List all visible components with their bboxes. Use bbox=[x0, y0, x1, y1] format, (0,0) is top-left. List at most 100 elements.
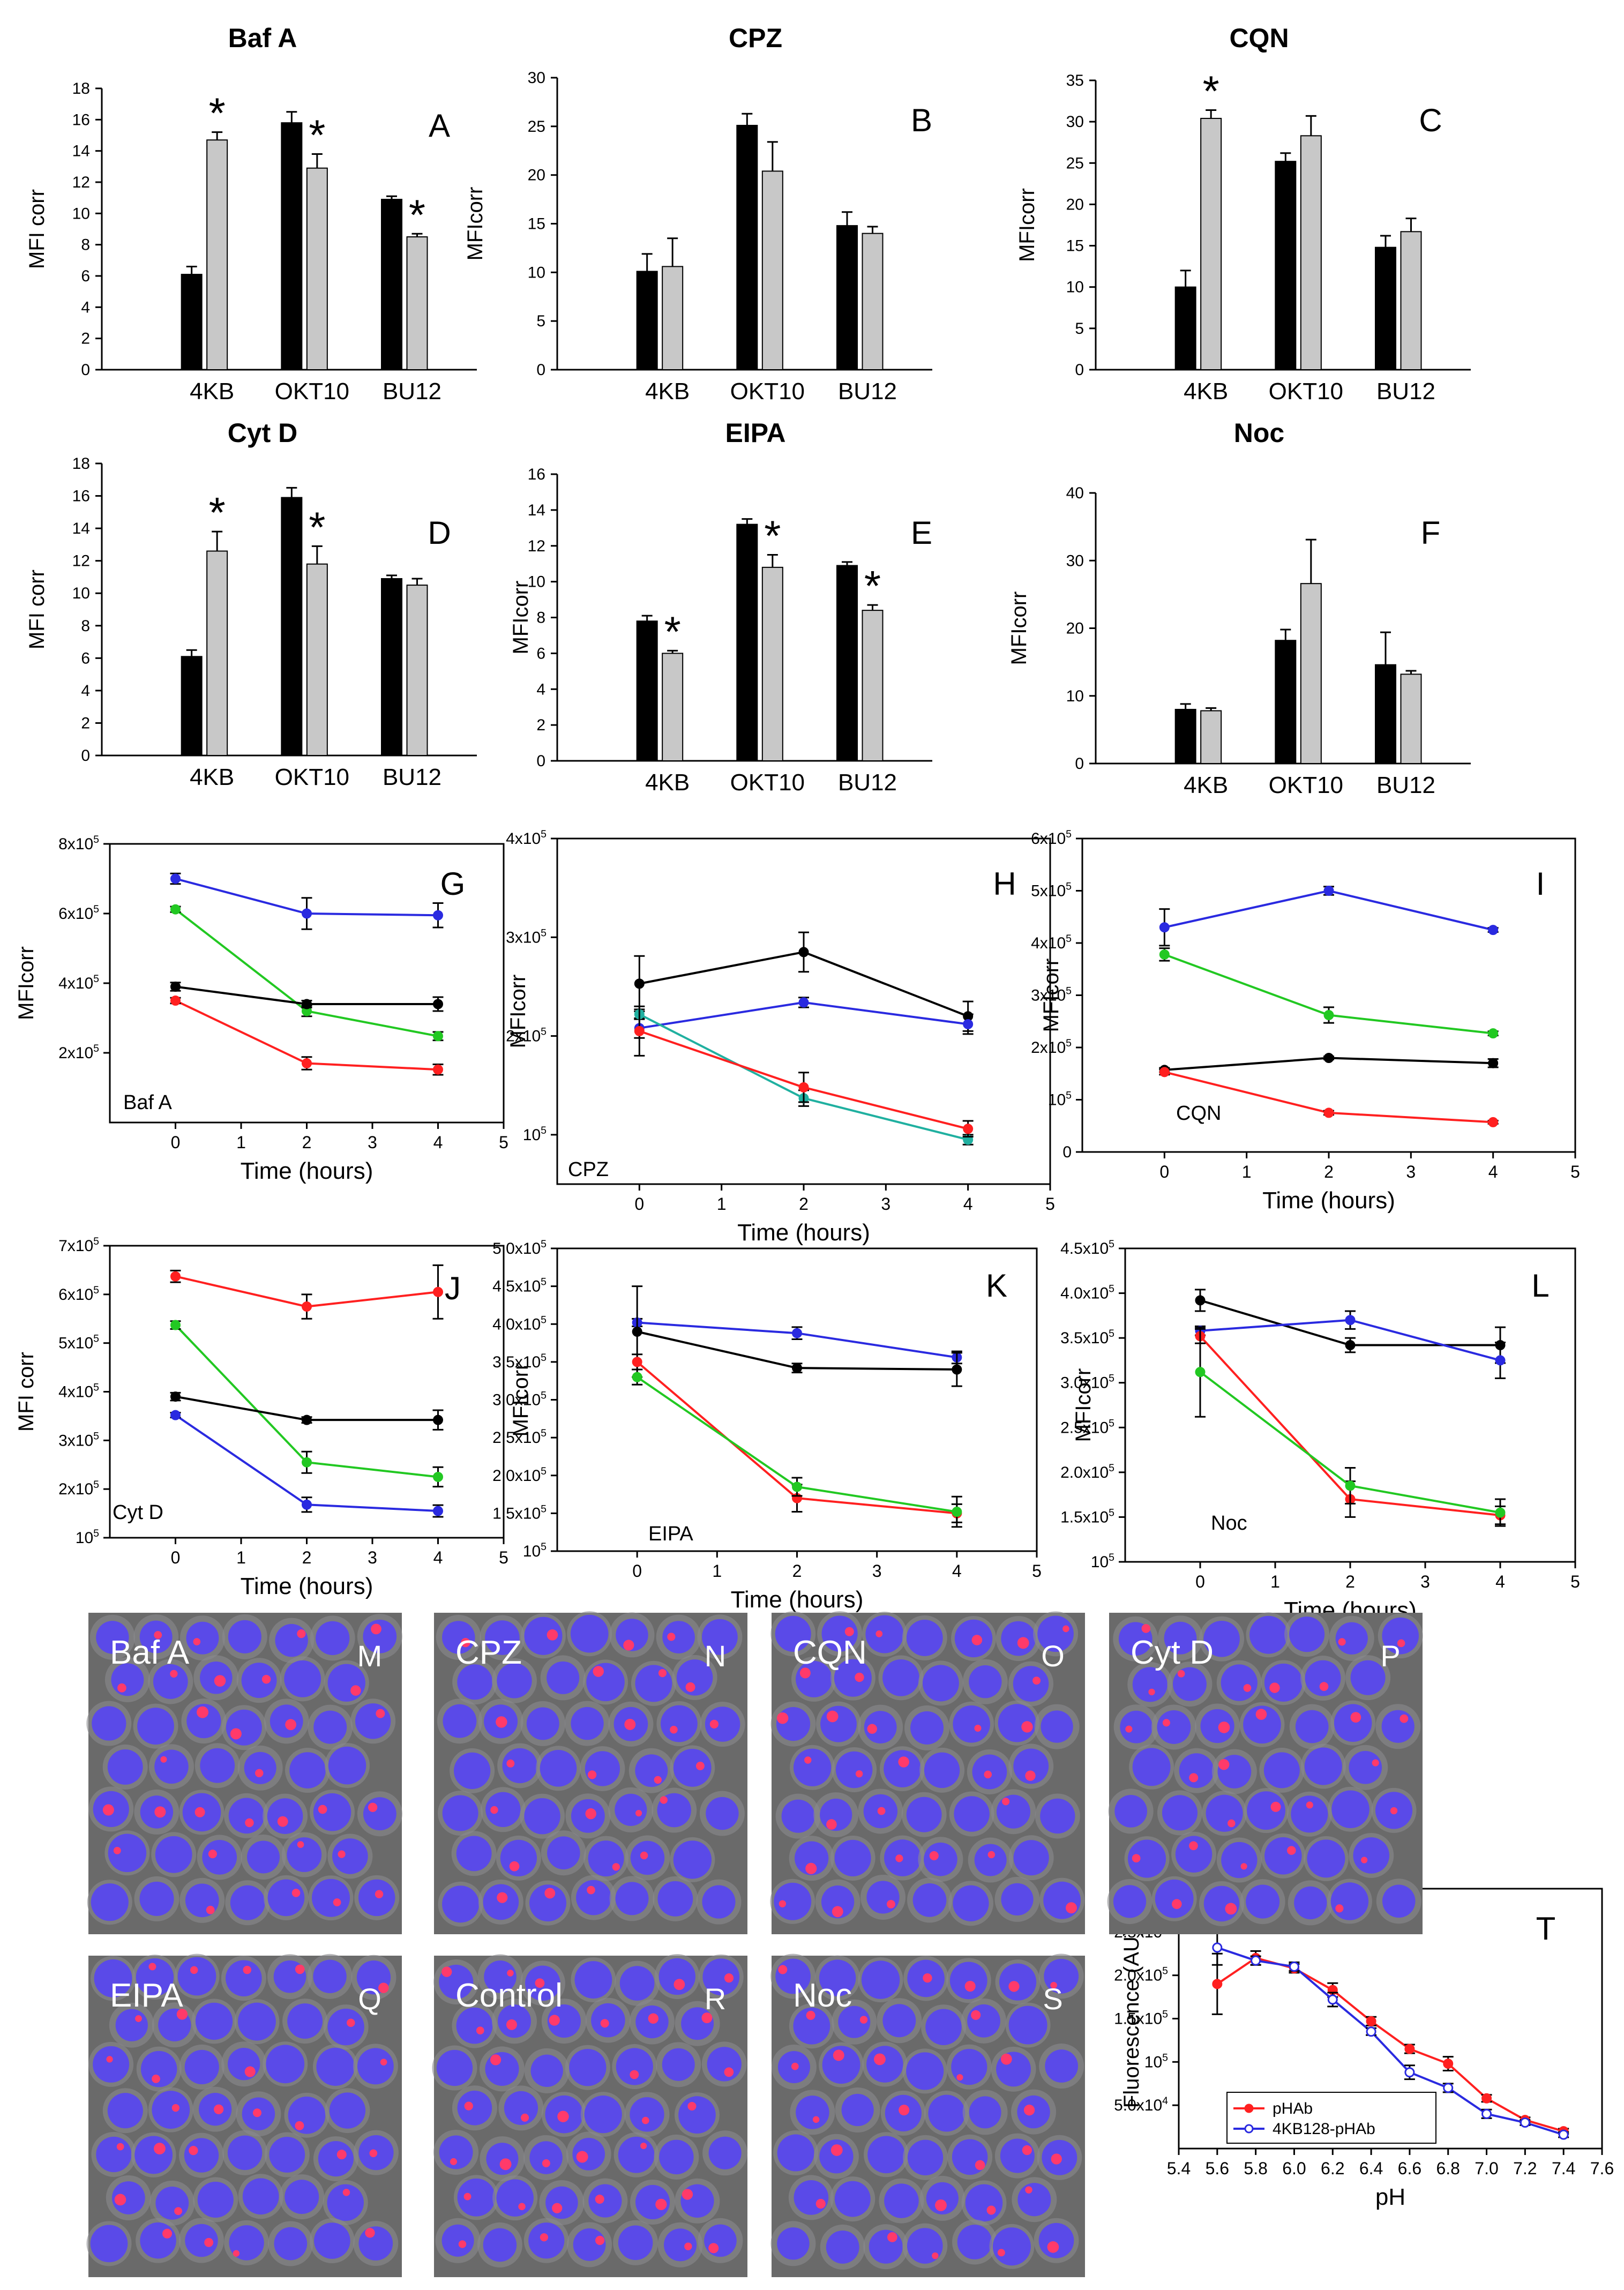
red-vesicle bbox=[791, 2062, 799, 2070]
data-point bbox=[798, 947, 809, 957]
y-axis-label: MFIcorr bbox=[509, 1363, 533, 1437]
red-vesicle bbox=[673, 1979, 685, 1990]
cell-nucleus bbox=[226, 1709, 262, 1746]
cell-nucleus bbox=[967, 2004, 1000, 2038]
y-tick-label-base: 2x10 bbox=[506, 1028, 541, 1045]
x-category-label: BU12 bbox=[383, 764, 441, 790]
red-vesicle bbox=[243, 1965, 252, 1974]
cell-nucleus bbox=[1179, 1753, 1214, 1788]
cell-nucleus bbox=[314, 2222, 350, 2259]
panel-letter: R bbox=[705, 1982, 726, 2016]
cell-nucleus bbox=[826, 2230, 859, 2264]
y-tick-label: 6x105 bbox=[58, 1284, 99, 1304]
red-vesicle bbox=[806, 2010, 815, 2020]
red-vesicle bbox=[895, 1854, 903, 1862]
cell-nucleus bbox=[835, 1751, 873, 1788]
cell-nucleus bbox=[284, 1660, 321, 1697]
cell-nucleus bbox=[585, 1751, 620, 1786]
cell-nucleus bbox=[838, 2005, 871, 2038]
red-vesicle bbox=[1269, 1682, 1280, 1693]
data-point bbox=[433, 1064, 443, 1075]
y-tick-label-base: 0 bbox=[1062, 1143, 1072, 1161]
cell-nucleus bbox=[139, 1881, 174, 1916]
y-tick-label: 3x105 bbox=[58, 1430, 99, 1449]
panel-letter: I bbox=[1536, 866, 1545, 902]
x-axis-label: Time (hours) bbox=[241, 1573, 373, 1599]
y-tick-label: 10 bbox=[528, 264, 545, 281]
y-tick-label: 4.5x105 bbox=[492, 1276, 547, 1296]
micrograph-P: Cyt D P bbox=[1107, 1612, 1423, 1934]
y-tick-label: 1.5x105 bbox=[1060, 1507, 1114, 1526]
red-vesicle bbox=[1051, 2153, 1062, 2165]
red-vesicle bbox=[778, 1965, 788, 1974]
cell-nucleus bbox=[227, 2135, 263, 2171]
x-tick-label: 5 bbox=[1045, 1194, 1055, 1214]
cell-nucleus bbox=[1203, 1885, 1240, 1922]
bar-treated bbox=[406, 236, 428, 371]
cell-nucleus bbox=[1175, 1836, 1213, 1873]
x-tick-label: 0 bbox=[1195, 1572, 1205, 1591]
cell-nucleus bbox=[540, 1749, 577, 1787]
y-tick-label: 40 bbox=[1066, 484, 1084, 502]
y-tick-label: 35 bbox=[1066, 72, 1084, 89]
chart-L: 0 1 2 3 4 51051.5x1052.0x1052.5x1053.0x1053.5… bbox=[1060, 1238, 1580, 1623]
y-axis-label: MFIcorr bbox=[1072, 1368, 1095, 1442]
cell-nucleus bbox=[502, 1748, 537, 1784]
cell-nucleus bbox=[94, 1959, 132, 1997]
cell-nucleus bbox=[140, 2050, 177, 2087]
data-point bbox=[170, 996, 181, 1006]
red-vesicle bbox=[815, 2198, 826, 2209]
significance-asterisk: * bbox=[864, 562, 881, 610]
red-vesicle bbox=[1177, 1670, 1185, 1678]
red-vesicle bbox=[654, 1776, 662, 1784]
cell-nucleus bbox=[673, 1840, 712, 1879]
red-vesicle bbox=[1306, 1801, 1313, 1809]
y-tick-label: 2.5x105 bbox=[492, 1427, 547, 1447]
y-tick-label: 16 bbox=[528, 466, 545, 483]
y-tick-label-base: 2x10 bbox=[1031, 1039, 1066, 1057]
data-point bbox=[1495, 1507, 1506, 1518]
cell-nucleus bbox=[496, 2179, 534, 2217]
micrograph-label: CPZ bbox=[455, 1634, 522, 1671]
cell-nucleus bbox=[1155, 1879, 1194, 1918]
cell-nucleus bbox=[242, 2178, 279, 2215]
x-tick-label: 0 bbox=[171, 1548, 181, 1567]
red-vesicle bbox=[1050, 1981, 1057, 1989]
red-vesicle bbox=[291, 1889, 301, 1897]
chart-A: 0 2 4 6 8 10 12 14 16 18 4KB * OKT10 * BU12 * Baf A A MFI … bbox=[25, 23, 477, 405]
red-vesicle bbox=[587, 1770, 597, 1779]
cell-nucleus bbox=[657, 1881, 693, 1917]
chart-title: Baf A bbox=[228, 23, 297, 53]
y-tick-label: 4.0x105 bbox=[492, 1314, 547, 1333]
cell-nucleus bbox=[154, 1749, 189, 1784]
y-tick-label: 12 bbox=[528, 537, 545, 555]
y-tick-label-base: 5.0x10 bbox=[492, 1240, 541, 1258]
data-point bbox=[170, 982, 181, 992]
y-tick-label: 0 bbox=[81, 747, 90, 765]
cell-nucleus bbox=[200, 1748, 235, 1783]
cell-nucleus bbox=[228, 1620, 261, 1653]
data-point bbox=[1481, 2093, 1492, 2104]
red-vesicle bbox=[106, 2056, 113, 2063]
red-vesicle bbox=[233, 2250, 240, 2257]
red-vesicle bbox=[635, 1810, 642, 1817]
y-tick-label-base: 3x10 bbox=[506, 929, 541, 946]
data-point bbox=[1195, 1367, 1206, 1378]
y-tick-label: 4 bbox=[536, 680, 545, 698]
bar-treated bbox=[662, 653, 684, 761]
cell-nucleus bbox=[267, 1879, 305, 1917]
cell-nucleus bbox=[1295, 1710, 1329, 1743]
panel-letter: J bbox=[445, 1270, 461, 1306]
cell-nucleus bbox=[186, 1621, 219, 1655]
red-vesicle bbox=[342, 2189, 350, 2196]
y-tick-label-base: 5x10 bbox=[1031, 882, 1066, 900]
y-tick-label-exponent: 5 bbox=[1162, 2052, 1168, 2063]
cell-nucleus bbox=[861, 1960, 900, 1999]
panel-inner-label: Baf A bbox=[123, 1091, 172, 1114]
cell-nucleus bbox=[228, 2048, 260, 2081]
y-tick-label-base: 2.0x10 bbox=[1060, 1464, 1109, 1481]
significance-asterisk: * bbox=[664, 608, 681, 655]
y-tick-label: 2 bbox=[536, 716, 545, 734]
y-tick-label-base: 6x10 bbox=[58, 1286, 93, 1304]
cell-nucleus bbox=[571, 1707, 604, 1740]
